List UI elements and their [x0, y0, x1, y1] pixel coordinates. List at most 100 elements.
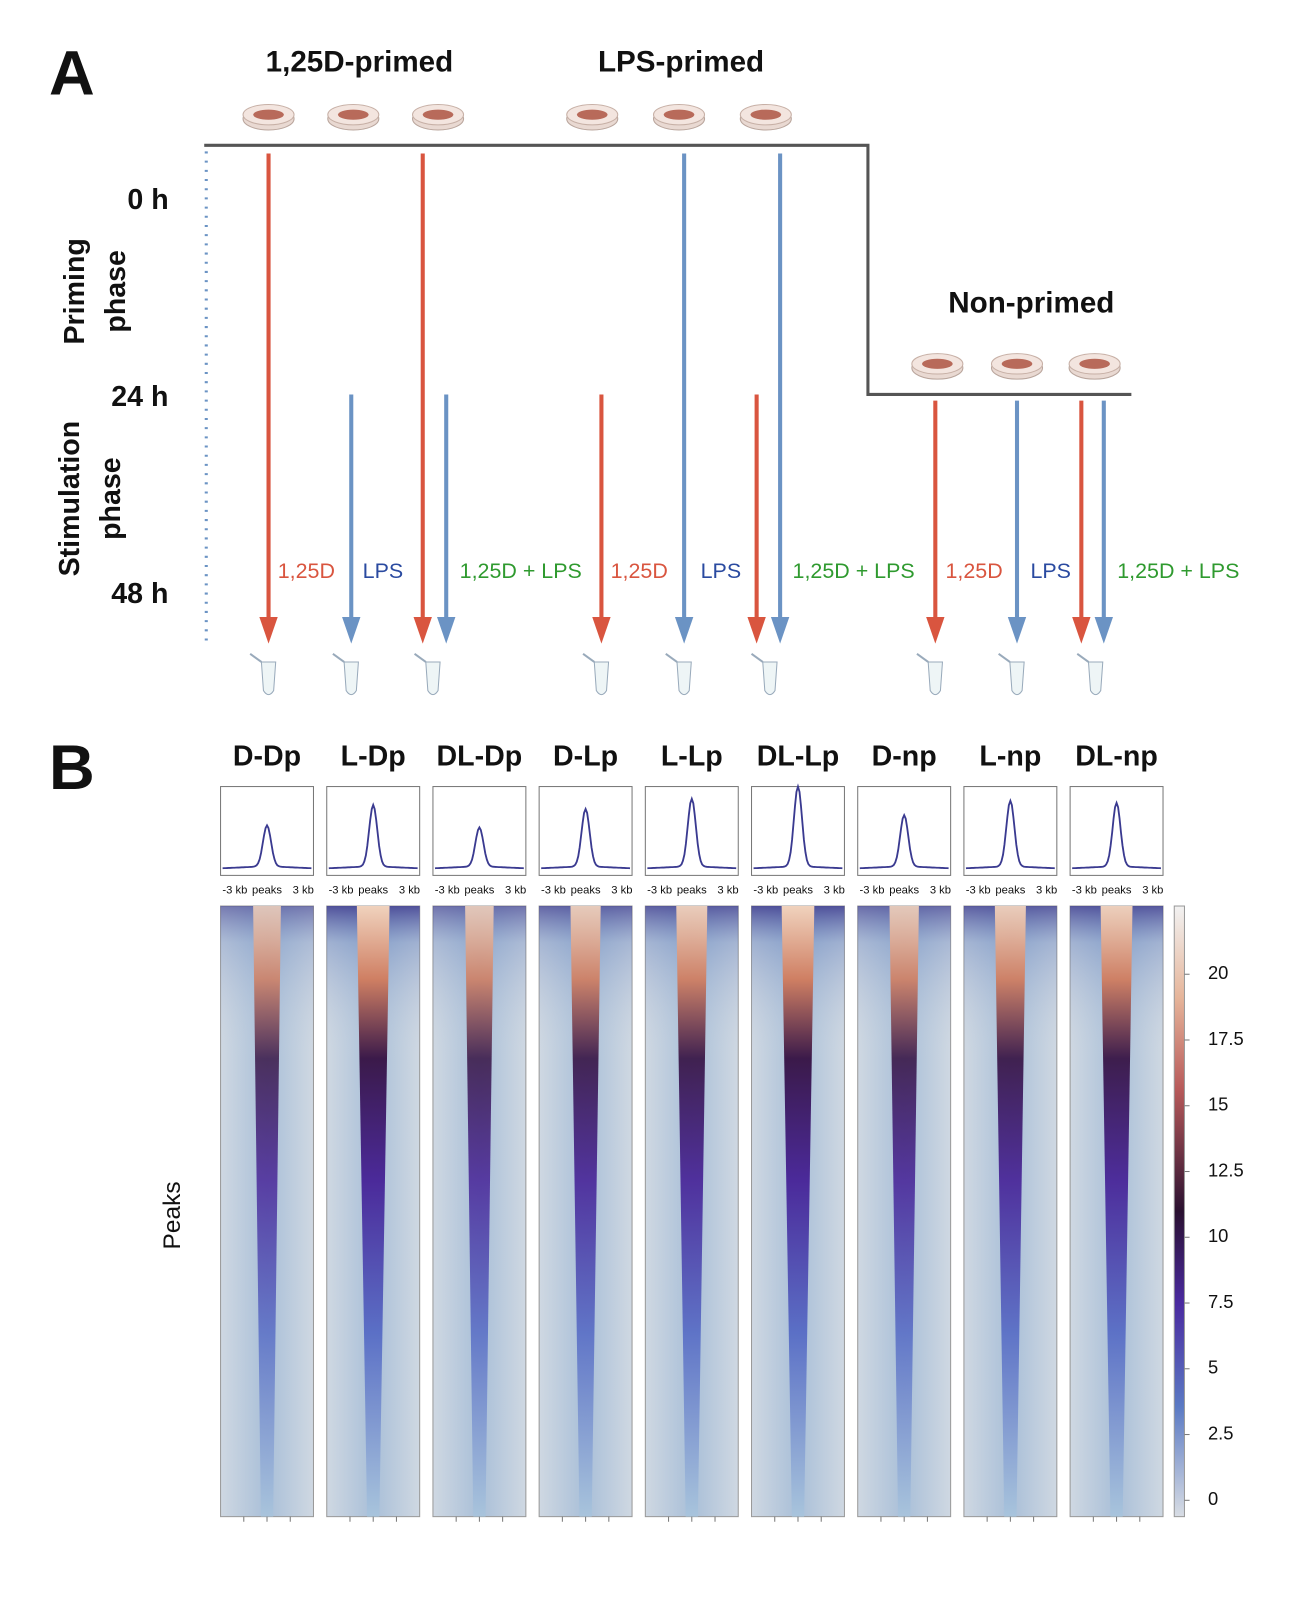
group-label: LPS-primed [598, 45, 764, 78]
colorbar-label: 15 [1208, 1094, 1228, 1115]
colorbar-label: 7.5 [1208, 1291, 1234, 1312]
tube [260, 661, 277, 696]
profile-curve [222, 823, 312, 870]
tube-cap [582, 652, 595, 663]
heatmap-peak [570, 906, 601, 1517]
colorbar-label: 0 [1208, 1488, 1218, 1509]
tube-cap [916, 652, 929, 663]
arrow-head [770, 617, 790, 644]
x-label: 3 kb [505, 885, 526, 897]
cells [750, 109, 782, 120]
profile-curve [753, 783, 843, 870]
treatment-label: LPS [363, 559, 404, 583]
time-label: 24 h [111, 381, 168, 413]
profile-curve [859, 812, 949, 870]
x-label: 3 kb [824, 885, 845, 897]
heatmap-peak [1100, 906, 1133, 1517]
x-label: peaks [571, 885, 601, 897]
treatment-label: LPS [1030, 559, 1071, 583]
cells [576, 109, 608, 120]
heatmap-peak [676, 906, 708, 1517]
arrow-head [674, 617, 694, 644]
y-label: Peaks [159, 1181, 186, 1249]
sample-label: D-Lp [553, 741, 618, 773]
x-label: -3 kb [222, 885, 247, 897]
tube [676, 661, 692, 696]
sample-label: DL-Lp [757, 741, 840, 773]
sample-label: DL-np [1075, 741, 1158, 773]
tube-cap [413, 652, 427, 663]
treatment-label: 1,25D [946, 559, 1003, 583]
x-label: 3 kb [1036, 885, 1057, 897]
arrow-head [342, 617, 361, 644]
profile-box [326, 786, 421, 876]
arrow-head [926, 617, 945, 644]
treatment-label: 1,25D [278, 559, 335, 583]
tube-cap [665, 652, 678, 663]
x-label: peaks [889, 885, 919, 897]
heatmap-peak [253, 906, 281, 1517]
x-label: peaks [677, 885, 707, 897]
profile-box [751, 786, 845, 876]
sample-label: L-Dp [341, 741, 406, 773]
cells [1001, 358, 1033, 369]
x-label: peaks [995, 885, 1025, 897]
profile-box [220, 786, 314, 876]
x-label: 3 kb [930, 885, 951, 897]
x-label: peaks [1102, 885, 1132, 897]
cells [253, 109, 284, 120]
x-label: -3 kb [966, 885, 991, 897]
panel-label: B [49, 733, 95, 803]
arrow-head [1094, 617, 1113, 644]
tube-cap [1076, 652, 1090, 663]
x-label: peaks [358, 885, 388, 897]
arrow-head [1007, 617, 1027, 644]
x-label: -3 kb [647, 885, 672, 897]
arrow-head [592, 617, 611, 644]
cells [422, 109, 454, 120]
arrow-head [413, 617, 432, 644]
heatmap-peak [465, 906, 494, 1517]
treatment-label: 1,25D + LPS [460, 559, 582, 583]
sample-label: L-Lp [661, 741, 723, 773]
profile-curve [647, 795, 737, 870]
group-label: 1,25D-primed [266, 45, 454, 78]
treatment-label: 1,25D + LPS [1117, 559, 1239, 583]
tube-cap [998, 652, 1011, 663]
tube [343, 661, 359, 696]
tube-cap [750, 652, 764, 663]
x-label: 3 kb [293, 885, 314, 897]
colorbar-label: 10 [1208, 1225, 1228, 1246]
x-label: -3 kb [753, 885, 778, 897]
x-label: -3 kb [435, 885, 460, 897]
tube [593, 661, 610, 696]
arrow-head [747, 617, 766, 644]
arrow-head [259, 617, 278, 644]
time-label: 48 h [111, 578, 168, 610]
colorbar-label: 20 [1208, 962, 1228, 983]
x-label: 3 kb [399, 885, 420, 897]
x-label: peaks [464, 885, 494, 897]
phase-label: Stimulation [54, 421, 86, 577]
x-label: -3 kb [541, 885, 566, 897]
profile-curve [965, 798, 1055, 870]
colorbar-label: 2.5 [1208, 1422, 1234, 1443]
treatment-label: 1,25D + LPS [793, 559, 915, 583]
heatmap-peak [994, 906, 1026, 1517]
treatment-label: 1,25D [611, 559, 668, 583]
sample-label: L-np [979, 741, 1041, 773]
x-label: peaks [252, 885, 282, 897]
profile-curve [1072, 800, 1162, 870]
profile-box [1069, 786, 1164, 876]
x-label: -3 kb [860, 885, 885, 897]
phase-label: phase [95, 457, 127, 540]
profile-box [432, 786, 527, 876]
timeline [204, 143, 1132, 396]
tube [425, 661, 441, 696]
x-label: -3 kb [329, 885, 354, 897]
sample-label: D-np [872, 741, 937, 773]
arrow-head [1072, 617, 1091, 644]
sample-label: DL-Dp [437, 741, 523, 773]
time-label: 0 h [127, 184, 168, 216]
